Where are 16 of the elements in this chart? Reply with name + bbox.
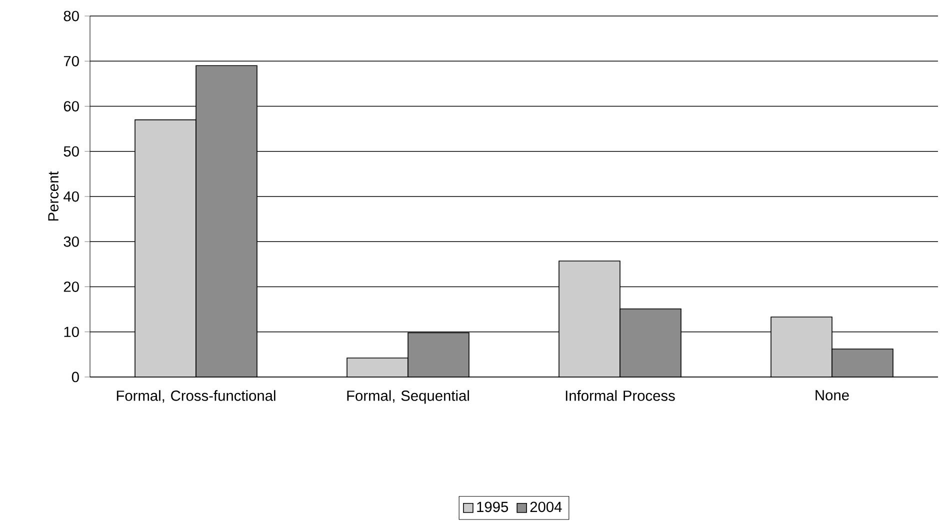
y-tick-label: 30 [64, 236, 79, 247]
x-tick-label: Informal Process [566, 390, 675, 401]
y-tick-label: 80 [64, 10, 79, 22]
y-tick-label: 40 [64, 191, 79, 202]
x-tick-label: Formal, Cross-functional [116, 390, 276, 403]
x-tick-label: Formal, Sequential [347, 390, 469, 404]
y-tick-label: 60 [64, 101, 79, 112]
x-tick-label: None [816, 390, 849, 400]
legend-label: 1995 [477, 502, 508, 512]
y-tick-label: 10 [64, 326, 79, 338]
y-tick-label: 70 [64, 56, 79, 66]
y-tick-label: 0 [72, 372, 79, 382]
y-tick-label: 20 [64, 282, 79, 292]
y-tick-label: 50 [64, 146, 79, 157]
legend-label: 2004 [530, 502, 562, 512]
y-axis-title: Percent [48, 171, 58, 221]
